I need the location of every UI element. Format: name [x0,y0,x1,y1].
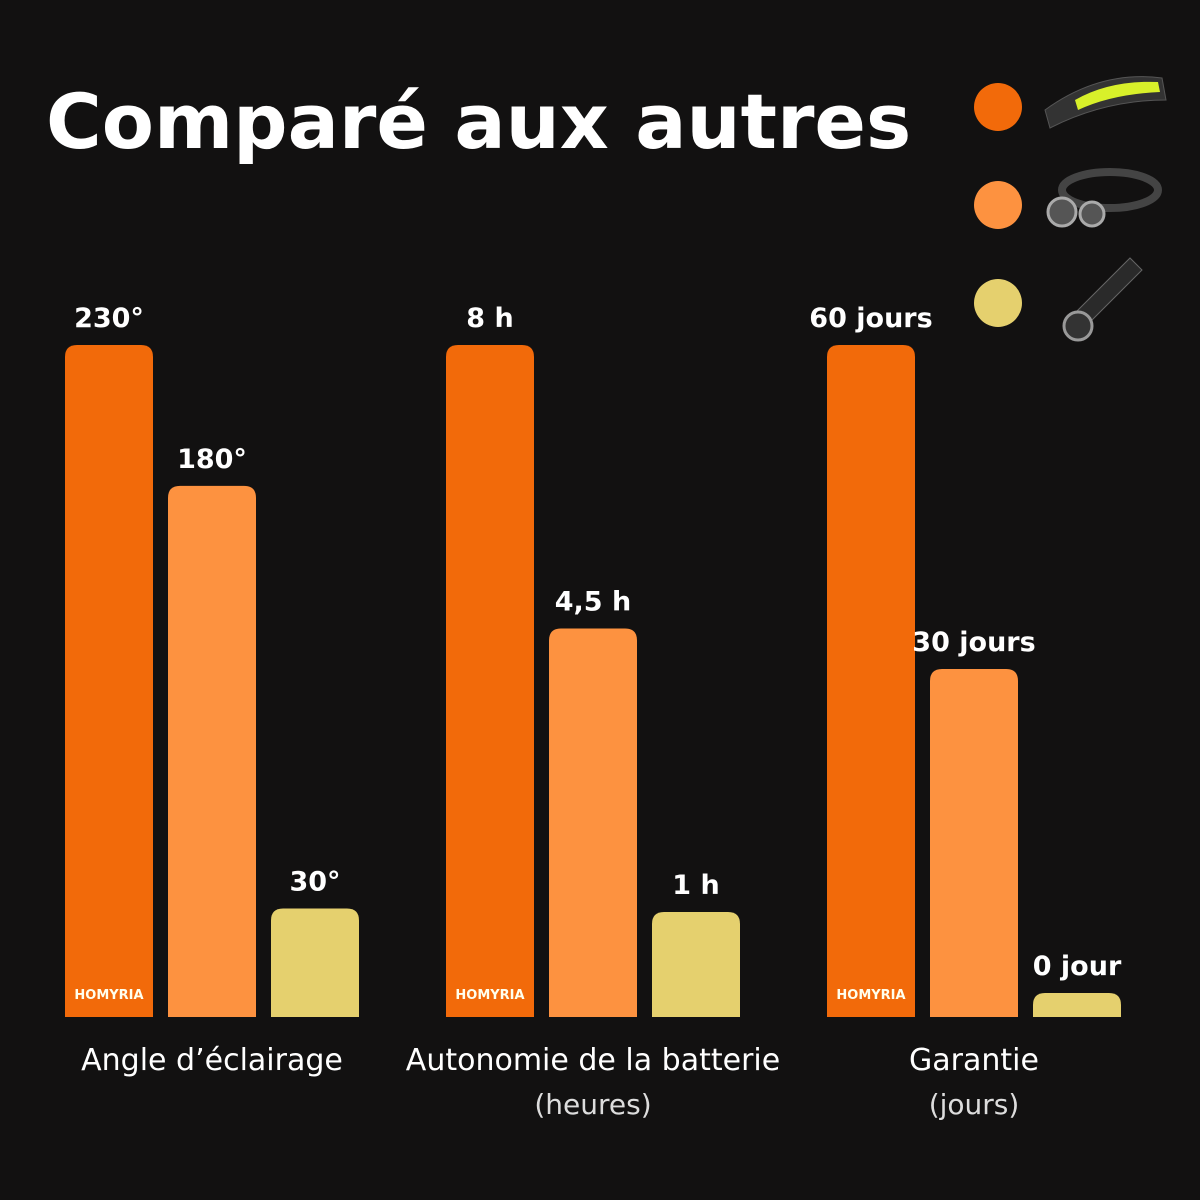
bar [930,669,1018,1017]
value-label: 30° [289,866,340,897]
value-label: 8 h [466,303,513,334]
value-label: 230° [74,303,144,334]
flashlight-icon [1062,257,1143,342]
bar [652,912,740,1017]
value-label: 30 jours [912,627,1035,658]
headlamp-icon [1046,168,1162,228]
legend-dot [974,181,1022,229]
group-title: Autonomie de la batterie [406,1043,780,1078]
bar [65,345,153,1017]
brand-label: HOMYRIA [836,988,905,1003]
legend-icons [1044,76,1167,342]
bar [549,628,637,1017]
group-title: Angle d’éclairage [81,1043,343,1078]
value-label: 180° [177,444,247,475]
brand-label: HOMYRIA [74,988,143,1003]
value-label: 4,5 h [555,587,631,618]
brand-label: HOMYRIA [455,988,524,1003]
legend-dot [974,83,1022,131]
bar [446,345,534,1017]
group-title: Garantie [909,1043,1039,1078]
value-label: 0 jour [1033,951,1122,982]
headband-icon [1044,76,1167,129]
bar [827,345,915,1017]
legend-dot [974,279,1022,327]
group-subtitle: (heures) [534,1088,651,1121]
value-label: 1 h [672,870,719,901]
bar [168,485,256,1017]
bar [271,908,359,1017]
value-label: 60 jours [809,303,932,334]
bar [1033,993,1121,1017]
title: Comparé aux autres [46,77,911,166]
group-subtitle: (jours) [929,1088,1020,1121]
